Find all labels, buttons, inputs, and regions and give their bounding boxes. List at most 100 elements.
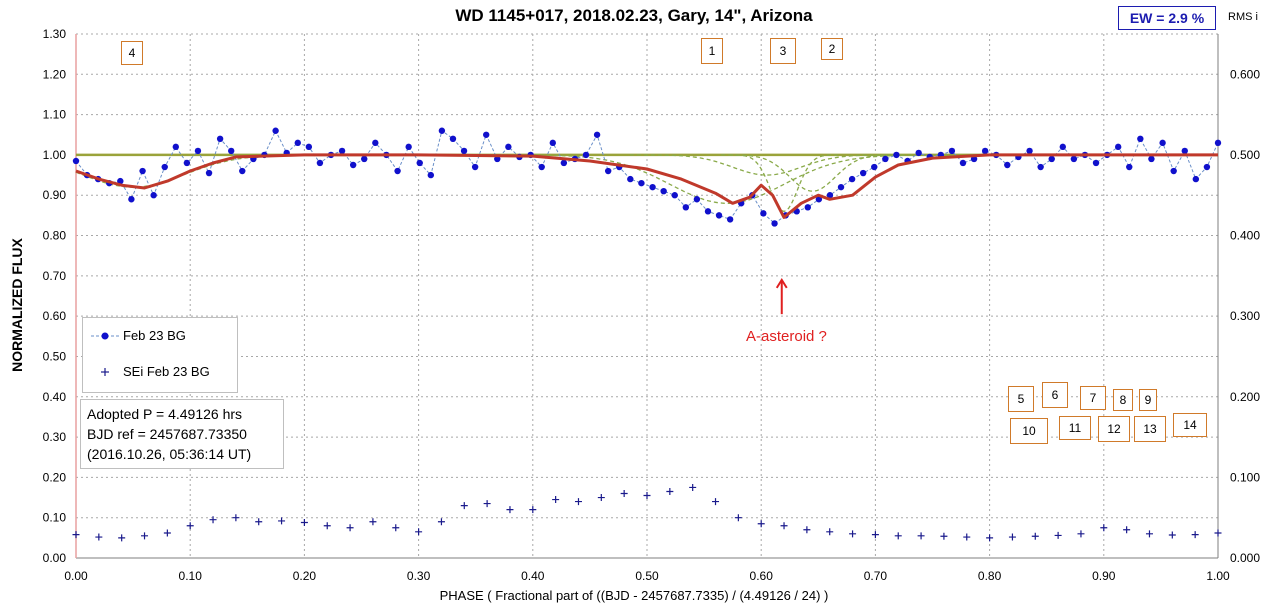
data-point [604, 167, 612, 175]
y-tick-label: 1.00 [43, 148, 67, 162]
data-point [227, 147, 235, 155]
data-point [1126, 163, 1133, 171]
cross-point [278, 517, 286, 525]
data-point [128, 196, 135, 203]
data-point [394, 167, 401, 175]
cross-point [323, 522, 331, 530]
tick-labels: 0.00 0.10 0.20 0.30 0.40 0.50 0.60 0.70 0.80 0.90… [43, 27, 1261, 583]
cross-point [1100, 524, 1108, 532]
cross-point [1123, 526, 1131, 534]
cross-point [209, 516, 217, 524]
cross-point [232, 514, 240, 522]
cross-point [255, 518, 263, 526]
data-point [948, 147, 956, 155]
y2-tick-label: 0.500 [1230, 148, 1260, 162]
x-tick-label: 0.70 [864, 569, 888, 583]
data-point [704, 208, 712, 215]
data-point [1159, 139, 1166, 147]
data-point [981, 147, 989, 155]
data-point [859, 169, 867, 177]
data-point [560, 159, 568, 167]
cross-point [963, 533, 971, 541]
data-point [294, 139, 301, 147]
data-point [693, 196, 701, 203]
cross-point [574, 498, 582, 506]
cross-point [803, 526, 811, 534]
cross-point [1191, 531, 1199, 539]
data-point [726, 216, 734, 223]
cross-point [666, 487, 674, 495]
data-point [549, 139, 556, 147]
cross-point [620, 490, 628, 498]
data-point [316, 159, 324, 167]
y-tick-label: 0.00 [43, 551, 67, 565]
cross-point [300, 519, 308, 527]
rms-axis-label: RMS i [1228, 11, 1258, 23]
data-point [449, 135, 457, 142]
legend: Feb 23 BG SEi Feb 23 BG [82, 317, 238, 393]
period-info-box: Adopted P = 4.49126 hrs BJD ref = 245768… [80, 399, 284, 469]
data-point [538, 163, 545, 171]
marker-11: 11 [1059, 416, 1091, 440]
data-point [582, 151, 590, 159]
marker-14: 14 [1173, 413, 1207, 437]
data-point [494, 155, 501, 163]
data-point [72, 157, 80, 165]
cross-point [1031, 532, 1039, 540]
cross-point [552, 496, 560, 504]
data-point [1059, 143, 1067, 151]
data-point [1114, 143, 1122, 151]
cross-point [986, 534, 994, 542]
dip-curve [729, 154, 839, 213]
cross-point [141, 532, 149, 540]
y2-tick-label: 0.000 [1230, 551, 1260, 565]
legend-dot-icon [91, 332, 119, 340]
x-tick-label: 0.50 [635, 569, 659, 583]
data-point [1048, 155, 1055, 163]
cross-point [780, 522, 788, 530]
data-point [1214, 139, 1222, 147]
data-point [1070, 155, 1078, 163]
x-tick-label: 0.90 [1092, 569, 1116, 583]
cross-point [1077, 530, 1085, 538]
data-point [1092, 159, 1100, 167]
data-point [172, 143, 180, 151]
cross-point [1008, 533, 1016, 541]
series-sei-feb23-bg [72, 483, 1222, 542]
cross-point [849, 530, 857, 538]
fit-curve [75, 153, 1218, 219]
x-tick-label: 0.30 [407, 569, 431, 583]
marker-7: 7 [1080, 386, 1106, 410]
data-point [150, 192, 157, 199]
data-point [771, 220, 778, 227]
cross-point [734, 514, 742, 522]
data-point [416, 159, 423, 167]
data-point [682, 204, 690, 211]
cross-point [483, 500, 491, 508]
cross-point [506, 506, 514, 514]
marker-9: 9 [1139, 389, 1157, 411]
cross-point [415, 528, 423, 536]
data-point [638, 179, 645, 187]
data-point [1170, 167, 1177, 175]
cross-point [1054, 531, 1062, 539]
data-point [460, 147, 468, 155]
y2-tick-label: 0.400 [1230, 229, 1260, 243]
dip-curve [629, 154, 902, 176]
cross-point [186, 522, 194, 530]
annotation-arrow-head [775, 277, 788, 289]
fit-line [75, 153, 1218, 219]
y-tick-label: 0.40 [43, 390, 67, 404]
cross-point [1168, 531, 1176, 539]
data-point [216, 135, 224, 142]
cross-point [437, 518, 445, 526]
cross-point [346, 524, 354, 532]
marker-12: 12 [1098, 416, 1130, 442]
cross-point [1145, 530, 1153, 538]
y-tick-label: 0.90 [43, 188, 67, 202]
data-point [1004, 161, 1011, 169]
data-point [1192, 175, 1200, 183]
chart-title: WD 1145+017, 2018.02.23, Gary, 14", Ariz… [455, 6, 813, 25]
cross-point [871, 531, 879, 539]
marker-6: 6 [1042, 382, 1068, 408]
